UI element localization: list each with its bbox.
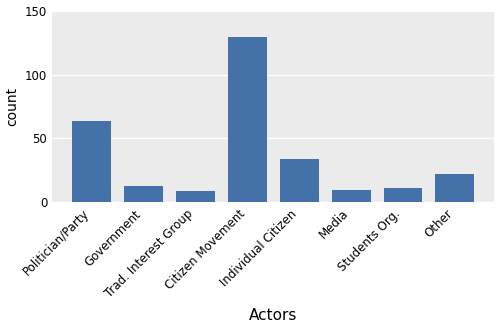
- Y-axis label: count: count: [6, 87, 20, 126]
- Bar: [280, 159, 318, 202]
- Bar: [228, 38, 267, 202]
- Bar: [384, 189, 422, 202]
- Bar: [72, 120, 111, 202]
- X-axis label: Actors: Actors: [249, 309, 298, 323]
- Bar: [176, 191, 215, 202]
- Bar: [332, 190, 370, 202]
- Bar: [124, 186, 163, 202]
- Bar: [436, 174, 474, 202]
